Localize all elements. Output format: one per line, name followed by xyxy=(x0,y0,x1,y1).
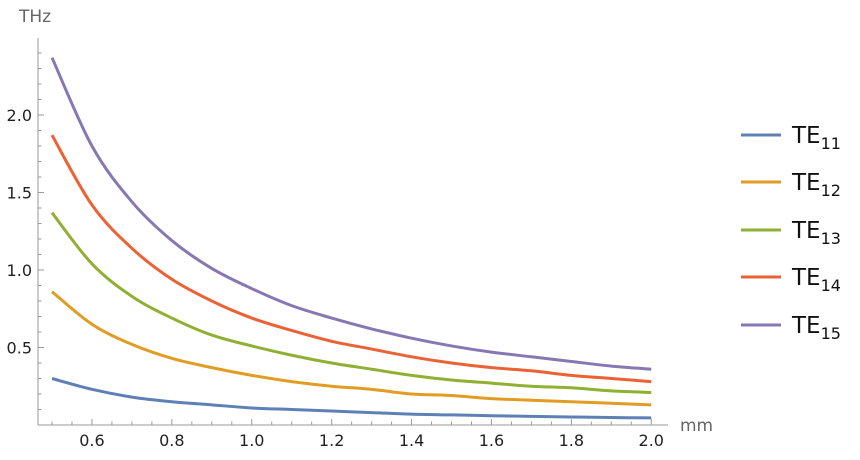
x-tick-label: 1.0 xyxy=(239,431,264,450)
x-axis-label: mm xyxy=(680,416,713,436)
series-line-te12 xyxy=(51,290,652,407)
legend-label: TE14 xyxy=(791,265,841,295)
series-line-te15 xyxy=(50,57,652,371)
x-tick-label: 0.8 xyxy=(159,431,184,450)
x-tick-label: 1.8 xyxy=(559,431,584,450)
legend-item-te14: TE14 xyxy=(741,265,841,295)
x-tick-label: 1.6 xyxy=(479,431,504,450)
y-tick-label: 1.0 xyxy=(7,261,32,280)
axes: 0.6 0.8 1.0 1.2 1.4 1.6 1.8 2.0 0.5 1.0 1.5 2.0 xyxy=(7,38,668,450)
series-line-te14 xyxy=(50,134,652,384)
legend-label: TE13 xyxy=(791,218,841,248)
series-line-te11 xyxy=(51,377,652,420)
plot-lines xyxy=(50,57,652,420)
legend-item-te11: TE11 xyxy=(741,123,841,153)
legend-label: TE15 xyxy=(791,313,841,343)
x-tick-label: 1.2 xyxy=(319,431,344,450)
legend-item-te13: TE13 xyxy=(741,218,841,248)
legend-label: TE12 xyxy=(791,170,841,200)
x-tick-label: 1.4 xyxy=(399,431,424,450)
y-axis-label: THz xyxy=(18,7,51,27)
x-tick-label: 2.0 xyxy=(639,431,664,450)
x-tick-label: 0.6 xyxy=(79,431,104,450)
y-tick-label: 0.5 xyxy=(7,339,32,358)
legend-label: TE11 xyxy=(791,123,841,153)
legend: TE11 TE12 TE13 TE14 TE15 xyxy=(741,123,841,343)
y-tick-label: 2.0 xyxy=(7,106,32,125)
series-line-te13 xyxy=(50,211,652,394)
legend-item-te12: TE12 xyxy=(741,170,841,200)
y-tick-label: 1.5 xyxy=(7,184,32,203)
legend-item-te15: TE15 xyxy=(741,313,841,343)
